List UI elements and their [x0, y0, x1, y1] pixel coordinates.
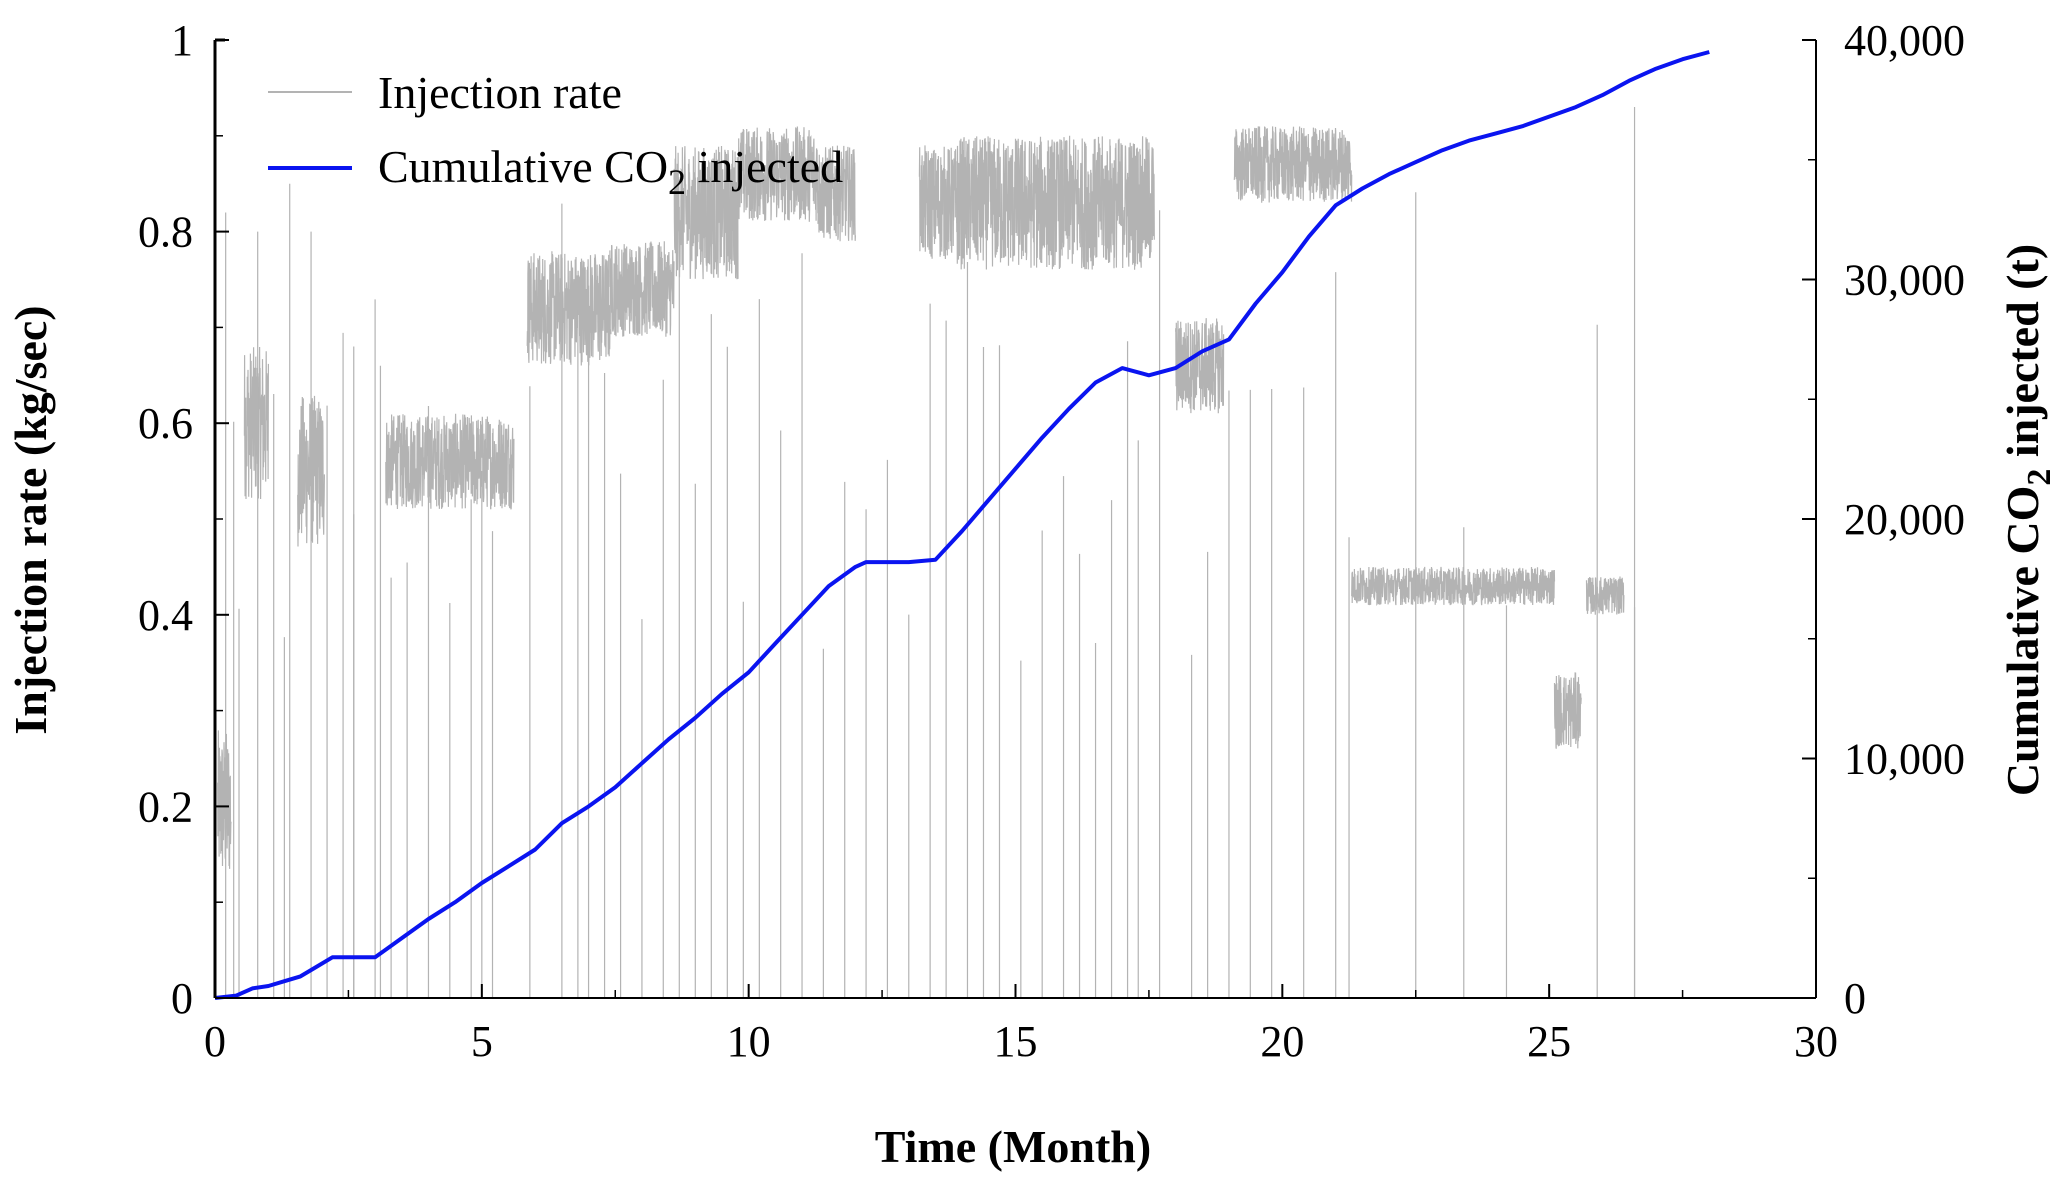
- x-tick-label: 10: [727, 1017, 771, 1066]
- x-tick-label: 5: [471, 1017, 493, 1066]
- y-right-tick-label: 30,000: [1844, 256, 1965, 305]
- rate-segment-4: [526, 251, 611, 366]
- legend-cumulative-main: Cumulative CO: [378, 141, 668, 192]
- x-tick-label: 0: [204, 1017, 226, 1066]
- y-left-tick-label: 0.8: [138, 208, 193, 257]
- legend: Injection rate Cumulative CO2 injected: [268, 67, 843, 202]
- legend-cumulative-label: Cumulative CO2 injected: [378, 141, 843, 202]
- y-left-tick-label: 0.6: [138, 399, 193, 448]
- y-left-tick-label: 0.4: [138, 591, 193, 640]
- rate-segment-12: [1233, 126, 1353, 203]
- injection-rate-series: [217, 107, 1636, 998]
- rate-segment-15: [1553, 672, 1582, 749]
- rate-segment-6: [673, 145, 739, 280]
- rate-segment-9: [918, 145, 958, 260]
- y-right-tick-label: 20,000: [1844, 495, 1965, 544]
- x-tick-label: 15: [994, 1017, 1038, 1066]
- y-left-tick-label: 1: [171, 16, 193, 65]
- x-axis-title: Time (Month): [875, 1121, 1151, 1172]
- y-right-tick-label: 40,000: [1844, 16, 1965, 65]
- y-right-tick-label: 10,000: [1844, 735, 1965, 784]
- y-right-tick-label: 0: [1844, 974, 1866, 1023]
- axes: 0 5 10 15 20 25 3000.20.40.60.81010,00020,0003…: [138, 16, 1965, 1066]
- rate-segment-3: [385, 413, 515, 510]
- rate-segment-10: [956, 135, 1155, 270]
- rate-segment-0: [217, 730, 232, 869]
- legend-cumulative-sub: 2: [668, 162, 686, 202]
- cumulative-line: [214, 50, 1710, 1000]
- rate-segment-1: [243, 346, 269, 500]
- y-right-title-tail: injected (t): [1997, 244, 2048, 469]
- rate-segment-5: [609, 241, 675, 337]
- x-tick-label: 25: [1527, 1017, 1571, 1066]
- rate-segment-16: [1585, 576, 1625, 615]
- x-tick-label: 30: [1794, 1017, 1838, 1066]
- rate-segment-8: [817, 145, 856, 242]
- y-left-tick-label: 0.2: [138, 782, 193, 831]
- rate-segment-7: [737, 126, 819, 222]
- y-left-tick-label: 0: [171, 974, 193, 1023]
- rate-segment-11: [1175, 318, 1225, 414]
- y-right-axis-title: Cumulative CO2 injected (t): [1997, 244, 2058, 796]
- x-tick-label: 20: [1260, 1017, 1304, 1066]
- y-right-title-main: Cumulative CO: [1997, 486, 2048, 797]
- y-left-axis-title: Injection rate (kg/sec): [5, 305, 56, 734]
- legend-rate-label: Injection rate: [378, 67, 622, 118]
- rate-segment-13: [1351, 566, 1476, 606]
- cumulative-co2-series: [214, 50, 1710, 1000]
- rate-segment-14: [1473, 566, 1556, 606]
- legend-cumulative-tail: injected: [686, 141, 843, 192]
- y-right-title-sub: 2: [2021, 469, 2058, 486]
